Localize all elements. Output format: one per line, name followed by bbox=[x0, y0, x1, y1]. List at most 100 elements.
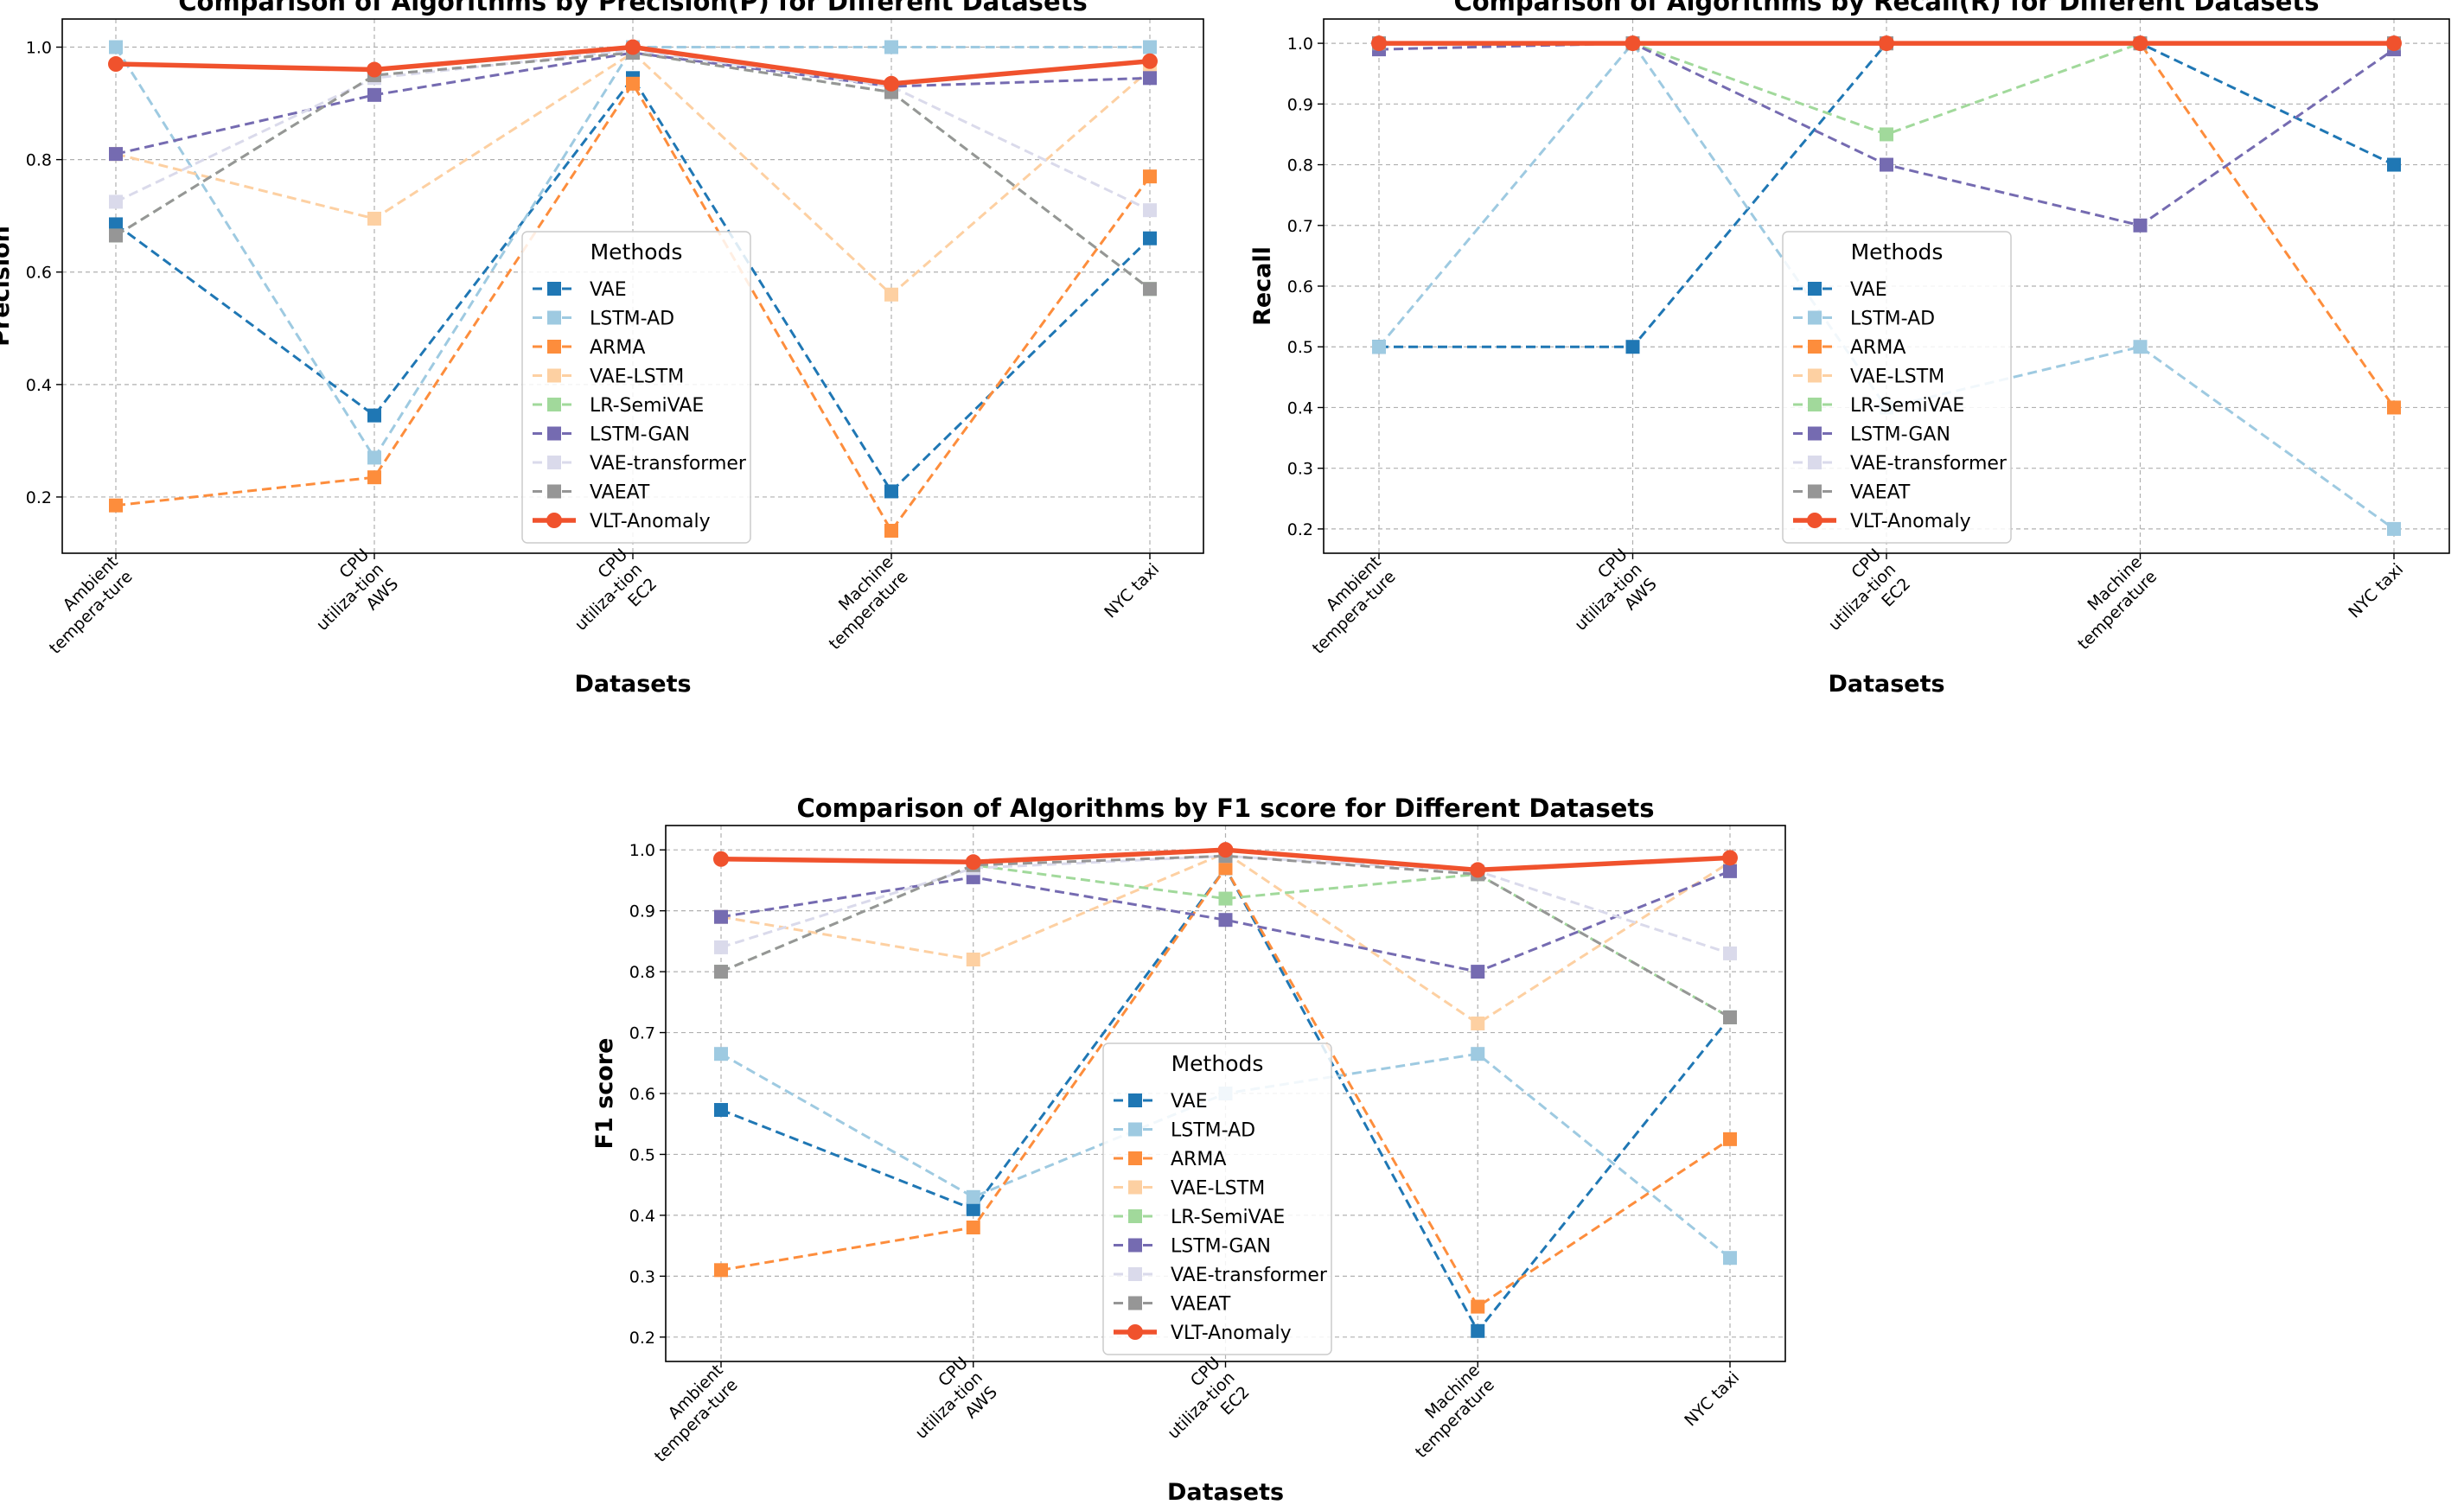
data-point-vaeat bbox=[1723, 1010, 1737, 1024]
data-point-vae bbox=[714, 1103, 728, 1118]
data-point-lstm-gan bbox=[1880, 157, 1893, 172]
data-point-vae bbox=[1625, 340, 1640, 354]
data-point-vae bbox=[884, 484, 898, 499]
data-point-arma bbox=[884, 523, 898, 538]
legend-box bbox=[1782, 231, 2012, 544]
legend-swatch-marker bbox=[1808, 398, 1822, 411]
legend-swatch-marker bbox=[1128, 1122, 1142, 1137]
y-tick-label: 0.3 bbox=[629, 1267, 655, 1286]
legend-label-vae: VAE bbox=[590, 279, 627, 301]
legend-swatch-marker bbox=[1128, 1180, 1142, 1195]
data-point-arma bbox=[367, 470, 381, 485]
legend-swatch-marker bbox=[1808, 456, 1822, 469]
x-axis-label: Datasets bbox=[1828, 671, 1944, 698]
data-point-vlt-anomaly bbox=[884, 75, 899, 92]
legend-swatch-marker bbox=[547, 368, 561, 383]
y-axis-label: Recall bbox=[1249, 246, 1276, 326]
series-vlt-anomaly bbox=[1371, 35, 2402, 52]
y-tick-label: 0.8 bbox=[629, 963, 655, 982]
data-point-vlt-anomaly bbox=[1217, 842, 1234, 858]
legend-label-lr-semivae: LR-SemiVAE bbox=[1171, 1207, 1285, 1228]
legend-swatch-marker bbox=[547, 456, 561, 469]
data-point-vae-lstm bbox=[966, 953, 980, 966]
legend-swatch-marker bbox=[547, 282, 561, 296]
legend-label-arma: ARMA bbox=[590, 337, 645, 359]
legend-swatch-marker bbox=[1128, 1238, 1142, 1253]
y-tick-label: 0.9 bbox=[1287, 95, 1313, 114]
y-axis-label: F1 score bbox=[591, 1038, 618, 1150]
data-point-vlt-anomaly bbox=[1879, 35, 1894, 52]
y-tick-label: 0.4 bbox=[629, 1207, 655, 1226]
legend-swatch-marker bbox=[1808, 310, 1822, 325]
legend-label-lstm-ad: LSTM-AD bbox=[1850, 309, 1935, 330]
legend-label-lstm-gan: LSTM-GAN bbox=[1171, 1236, 1271, 1258]
data-point-vlt-anomaly bbox=[625, 39, 641, 55]
y-tick-label: 0.7 bbox=[1287, 217, 1313, 236]
y-tick-label: 1.0 bbox=[629, 841, 655, 860]
y-tick-label: 0.6 bbox=[629, 1085, 655, 1104]
data-point-arma bbox=[109, 498, 123, 513]
legend-label-vlt-anomaly: VLT-Anomaly bbox=[1171, 1323, 1292, 1344]
legend-label-vae: VAE bbox=[1171, 1091, 1208, 1113]
data-point-vlt-anomaly bbox=[965, 854, 981, 870]
plot-frame bbox=[61, 18, 1204, 554]
data-point-vae bbox=[1143, 231, 1157, 245]
y-tick-label: 0.2 bbox=[1287, 520, 1313, 539]
plot-frame bbox=[1323, 18, 2450, 554]
data-point-vae-transformer bbox=[109, 194, 123, 209]
legend-label-vae-lstm: VAE-LSTM bbox=[590, 367, 684, 388]
legend: Methods VAE LSTM-AD ARMA VAE-LSTM LR-SemiVAE L… bbox=[1782, 231, 2012, 544]
legend-swatch-marker bbox=[547, 310, 561, 325]
data-point-lstm-ad bbox=[1143, 40, 1157, 54]
data-point-lstm-ad bbox=[109, 40, 123, 54]
data-point-lstm-gan bbox=[109, 147, 123, 162]
y-tick-label: 1.0 bbox=[1287, 35, 1313, 54]
data-point-vlt-anomaly bbox=[1625, 35, 1641, 52]
y-tick-label: 0.5 bbox=[629, 1145, 655, 1164]
series-line-vae bbox=[115, 76, 1152, 493]
data-point-vae-transformer bbox=[1143, 203, 1157, 218]
legend-label-vae: VAE bbox=[1850, 279, 1887, 301]
data-point-lstm-gan bbox=[1471, 965, 1485, 979]
legend: Methods VAE LSTM-AD ARMA VAE-LSTM LR-SemiVAE L… bbox=[1102, 1042, 1332, 1355]
legend-swatch-marker bbox=[1128, 1093, 1142, 1107]
plot-frame bbox=[665, 825, 1786, 1362]
data-point-vlt-anomaly bbox=[367, 61, 382, 78]
legend-label-vaeat: VAEAT bbox=[1171, 1294, 1231, 1316]
data-point-lstm-gan bbox=[714, 909, 728, 924]
data-point-lstm-ad bbox=[2133, 340, 2148, 354]
legend-title: Methods bbox=[1171, 1051, 1264, 1076]
legend-label-vaeat: VAEAT bbox=[1850, 482, 1911, 504]
y-tick-label: 0.5 bbox=[1287, 338, 1313, 357]
data-point-arma bbox=[1218, 861, 1233, 876]
data-point-lstm-ad bbox=[966, 1189, 980, 1204]
chart-f1-score: Comparison of Algorithms by F1 score for… bbox=[591, 794, 1786, 1506]
data-point-lstm-ad bbox=[1372, 340, 1386, 354]
legend-swatch-marker bbox=[1808, 484, 1822, 499]
data-point-vlt-anomaly bbox=[1371, 35, 1387, 52]
y-tick-label: 0.2 bbox=[629, 1329, 655, 1348]
data-point-vae bbox=[2387, 157, 2401, 172]
data-point-vae-transformer bbox=[714, 940, 728, 954]
legend-swatch-marker bbox=[547, 340, 561, 354]
data-point-vaeat bbox=[714, 965, 728, 979]
y-tick-label: 0.4 bbox=[26, 376, 52, 395]
y-tick-label: 0.4 bbox=[1287, 398, 1313, 418]
series-arma bbox=[109, 76, 1157, 538]
data-point-vaeat bbox=[109, 228, 123, 243]
legend-title: Methods bbox=[590, 239, 683, 265]
data-point-lstm-gan bbox=[1143, 71, 1157, 86]
series-lstm-gan bbox=[714, 864, 1737, 979]
series-arma bbox=[714, 861, 1737, 1314]
legend-label-lstm-ad: LSTM-AD bbox=[590, 309, 674, 330]
data-point-arma bbox=[966, 1221, 980, 1234]
legend-swatch-marker bbox=[1808, 282, 1822, 296]
data-point-lstm-ad bbox=[2387, 521, 2401, 536]
data-point-vae bbox=[966, 1202, 980, 1216]
data-point-vlt-anomaly bbox=[108, 56, 124, 73]
series-line-lstm-gan bbox=[115, 51, 1151, 156]
data-point-lstm-gan bbox=[1723, 864, 1737, 878]
y-tick-label: 1.0 bbox=[26, 39, 52, 58]
legend-swatch-marker bbox=[1807, 513, 1822, 528]
data-point-vlt-anomaly bbox=[1142, 53, 1158, 69]
